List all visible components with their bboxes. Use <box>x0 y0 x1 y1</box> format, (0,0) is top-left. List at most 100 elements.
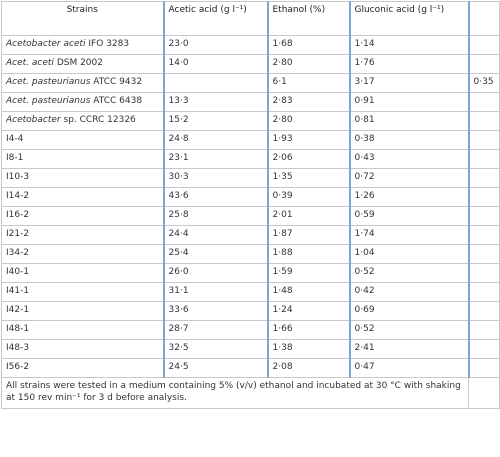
value-cell: 1·59 <box>266 263 350 283</box>
strain-cell: Acet. pasteurianus ATCC 6438 <box>1 92 164 112</box>
strain-cell: I21-2 <box>1 225 164 245</box>
strain-cell: I48-3 <box>1 339 164 359</box>
value-cell: 2·08 <box>266 358 350 378</box>
footnote-row: All strains were tested in a medium cont… <box>1 377 500 409</box>
table-row: Acet. pasteurianus ATCC 6438 13·3 2·83 0·91 <box>1 92 500 112</box>
value-cell: 1·76 <box>348 54 469 74</box>
value-cell: 0·52 <box>348 263 469 283</box>
table-row: Acetobacter sp. CCRC 12326 15·2 2·80 0·81 <box>1 111 500 131</box>
value-cell <box>467 187 500 207</box>
header-cell: Acetic acid (g l⁻¹) <box>162 1 268 36</box>
strain-genus: Acet. pasteurianus <box>6 77 91 87</box>
value-cell: 0·59 <box>348 206 469 226</box>
table-row: Acet. pasteurianus ATCC 9432 6·1 3·17 0·35 <box>1 73 500 93</box>
footnote: All strains were tested in a medium cont… <box>1 377 469 409</box>
table-row: I4-4 24·8 1·93 0·38 <box>1 130 500 150</box>
value-cell: 1·38 <box>266 339 350 359</box>
table-row: I48-1 28·7 1·66 0·52 <box>1 320 500 340</box>
table-body: Acetobacter aceti IFO 3283 23·0 1·68 1·14 Ac… <box>1 35 500 409</box>
value-cell: 25·4 <box>162 244 268 264</box>
strain-id: DSM 2002 <box>56 58 103 68</box>
value-cell: 6·1 <box>266 73 350 93</box>
value-cell: 13·3 <box>162 92 268 112</box>
value-cell: 28·7 <box>162 320 268 340</box>
value-cell <box>467 130 500 150</box>
value-cell: 2·06 <box>266 149 350 169</box>
value-cell: 2·41 <box>348 339 469 359</box>
value-cell: 0·35 <box>467 73 500 93</box>
value-cell <box>162 73 268 93</box>
value-cell: 0·43 <box>348 149 469 169</box>
strain-genus: Acet. aceti <box>6 58 54 68</box>
value-cell: 0·72 <box>348 168 469 188</box>
value-cell: 30·3 <box>162 168 268 188</box>
header-row: Strains Acetic acid (g l⁻¹) Ethanol (%) Glu… <box>1 1 500 36</box>
table-row: I41-1 31·1 1·48 0·42 <box>1 282 500 302</box>
strain-cell: Acet. aceti DSM 2002 <box>1 54 164 74</box>
value-cell: 23·0 <box>162 35 268 55</box>
table-row: I56-2 24·5 2·08 0·47 <box>1 358 500 378</box>
strain-genus: Acetobacter aceti <box>6 39 86 49</box>
table-row: I34-2 25·4 1·88 1·04 <box>1 244 500 264</box>
strain-cell: I4-4 <box>1 130 164 150</box>
value-cell: 0·69 <box>348 301 469 321</box>
strain-cell: I48-1 <box>1 320 164 340</box>
header-cell <box>467 1 500 36</box>
strain-cell: I34-2 <box>1 244 164 264</box>
strain-id: ATCC 6438 <box>93 96 143 106</box>
value-cell <box>467 339 500 359</box>
value-cell: 1·35 <box>266 168 350 188</box>
table-head: Strains Acetic acid (g l⁻¹) Ethanol (%) Glu… <box>1 1 500 36</box>
value-cell: 0·38 <box>348 130 469 150</box>
value-cell <box>467 358 500 378</box>
value-cell: 26·0 <box>162 263 268 283</box>
value-cell: 2·80 <box>266 111 350 131</box>
strain-id: IFO 3283 <box>88 39 130 49</box>
table-row: I10-3 30·3 1·35 0·72 <box>1 168 500 188</box>
value-cell: 1·93 <box>266 130 350 150</box>
value-cell: 3·17 <box>348 73 469 93</box>
value-cell: 2·83 <box>266 92 350 112</box>
value-cell: 23·1 <box>162 149 268 169</box>
value-cell: 1·68 <box>266 35 350 55</box>
header-cell: Ethanol (%) <box>266 1 350 36</box>
value-cell <box>467 54 500 74</box>
table-row: I16-2 25·8 2·01 0·59 <box>1 206 500 226</box>
table-row: I14-2 43·6 0·39 1·26 <box>1 187 500 207</box>
value-cell <box>467 168 500 188</box>
value-cell: 0·52 <box>348 320 469 340</box>
value-cell: 2·80 <box>266 54 350 74</box>
value-cell: 14·0 <box>162 54 268 74</box>
value-cell: 0·42 <box>348 282 469 302</box>
value-cell <box>467 244 500 264</box>
strain-cell: I56-2 <box>1 358 164 378</box>
strain-cell: I42-1 <box>1 301 164 321</box>
table-row: I40-1 26·0 1·59 0·52 <box>1 263 500 283</box>
value-cell: 0·39 <box>266 187 350 207</box>
value-cell: 1·88 <box>266 244 350 264</box>
value-cell <box>467 149 500 169</box>
strain-cell: I10-3 <box>1 168 164 188</box>
value-cell: 43·6 <box>162 187 268 207</box>
value-cell: 25·8 <box>162 206 268 226</box>
value-cell: 1·24 <box>266 301 350 321</box>
value-cell: 1·48 <box>266 282 350 302</box>
value-cell: 2·01 <box>266 206 350 226</box>
data-table: Strains Acetic acid (g l⁻¹) Ethanol (%) Glu… <box>1 1 500 409</box>
strain-cell: Acetobacter sp. CCRC 12326 <box>1 111 164 131</box>
value-cell: 24·5 <box>162 358 268 378</box>
strain-cell: I14-2 <box>1 187 164 207</box>
value-cell <box>467 301 500 321</box>
strain-genus: Acet. pasteurianus <box>6 96 91 106</box>
value-cell: 33·6 <box>162 301 268 321</box>
table-row: I48-3 32·5 1·38 2·41 <box>1 339 500 359</box>
value-cell: 0·91 <box>348 92 469 112</box>
strain-cell: I40-1 <box>1 263 164 283</box>
strain-cell: Acet. pasteurianus ATCC 9432 <box>1 73 164 93</box>
table-row: I42-1 33·6 1·24 0·69 <box>1 301 500 321</box>
header-cell: Strains <box>1 1 164 36</box>
strain-genus: Acetobacter <box>6 115 61 125</box>
strain-cell: Acetobacter aceti IFO 3283 <box>1 35 164 55</box>
table-row: Acetobacter aceti IFO 3283 23·0 1·68 1·14 <box>1 35 500 55</box>
